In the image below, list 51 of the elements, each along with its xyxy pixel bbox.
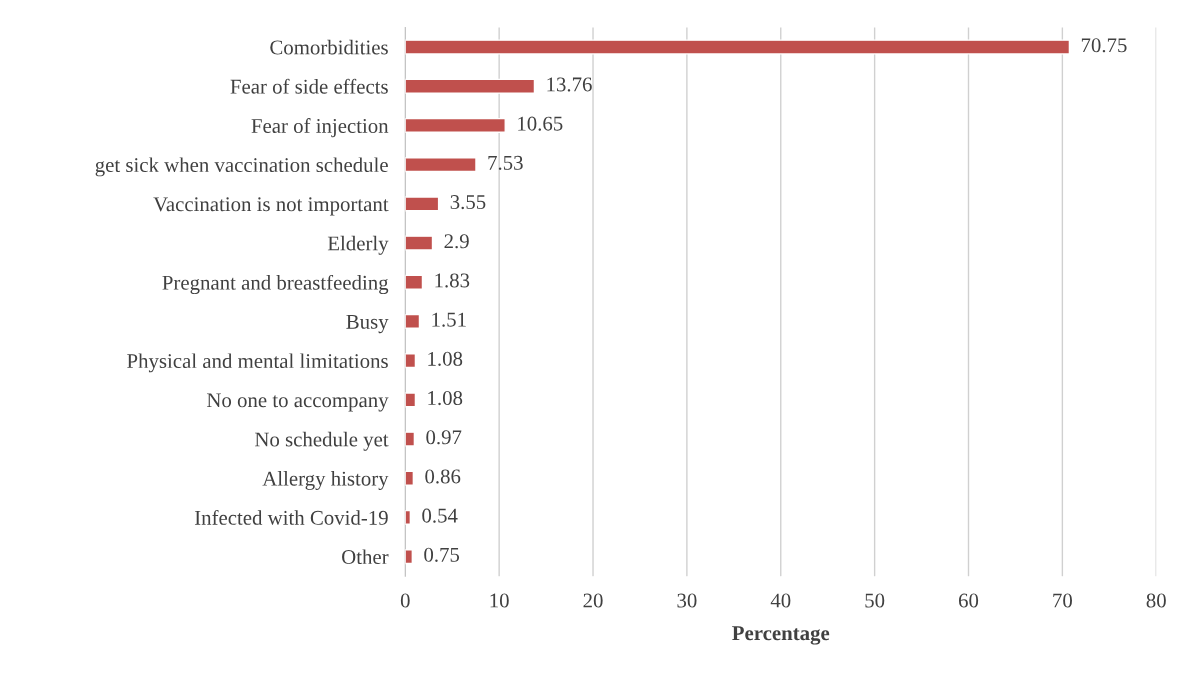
bar	[405, 235, 434, 251]
bar	[405, 549, 414, 565]
bar	[405, 78, 536, 94]
bar	[405, 313, 421, 329]
bar	[405, 392, 417, 408]
bar	[405, 274, 424, 290]
y-tick-label: No one to accompany	[206, 393, 389, 412]
y-tick-label: Other	[342, 549, 389, 565]
data-label: 70.75	[1081, 38, 1127, 53]
y-tick-label: get sick when vaccination schedule	[95, 157, 388, 177]
y-tick-label: Pregnant and breastfeeding	[162, 274, 389, 295]
data-label: 0.54	[422, 508, 458, 523]
y-tick-label: Infected with Covid-19	[194, 510, 388, 525]
data-label: 3.55	[450, 195, 486, 210]
x-tick-label: 50	[865, 593, 885, 608]
bar	[405, 117, 506, 133]
y-tick-label: Comorbidities	[270, 39, 388, 55]
data-label: 0.75	[424, 547, 460, 562]
bar	[405, 157, 477, 173]
bar	[405, 470, 415, 486]
data-label: 1.08	[428, 391, 463, 406]
bar	[405, 353, 417, 369]
data-label: 0.86	[425, 469, 461, 484]
x-tick-label: 10	[490, 593, 509, 608]
x-tick-label: 80	[1146, 593, 1166, 608]
data-label: 0.97	[426, 430, 462, 445]
x-tick-label: 30	[677, 593, 697, 608]
bar	[405, 431, 416, 447]
x-tick-label: 20	[583, 593, 603, 608]
y-tick-label: Physical and mental limitations	[127, 353, 388, 373]
y-tick-label: Elderly	[327, 235, 389, 255]
x-tick-label: 60	[958, 593, 979, 608]
x-tick-label: 40	[770, 593, 791, 608]
data-label: 1.83	[435, 273, 470, 288]
y-tick-label: No schedule yet	[254, 431, 389, 451]
x-axis-title: Percentage	[732, 626, 830, 645]
data-label: 7.53	[488, 155, 523, 170]
y-tick-label: Fear of side effects	[230, 78, 388, 94]
bar	[405, 39, 1071, 55]
x-tick-label: 70	[1053, 593, 1072, 608]
y-tick-label: Allergy history	[262, 471, 389, 490]
data-label: 10.65	[518, 116, 563, 131]
y-tick-label: Vaccination is not important	[153, 197, 389, 216]
data-label: 1.51	[432, 312, 466, 327]
y-tick-label: Busy	[346, 315, 389, 334]
y-tick-label: Fear of injection	[251, 118, 389, 138]
data-label: 1.08	[428, 351, 463, 366]
bar	[405, 196, 440, 212]
data-label: 2.9	[444, 234, 469, 249]
data-label: 13.76	[547, 77, 592, 92]
x-tick-label: 0	[400, 593, 410, 608]
